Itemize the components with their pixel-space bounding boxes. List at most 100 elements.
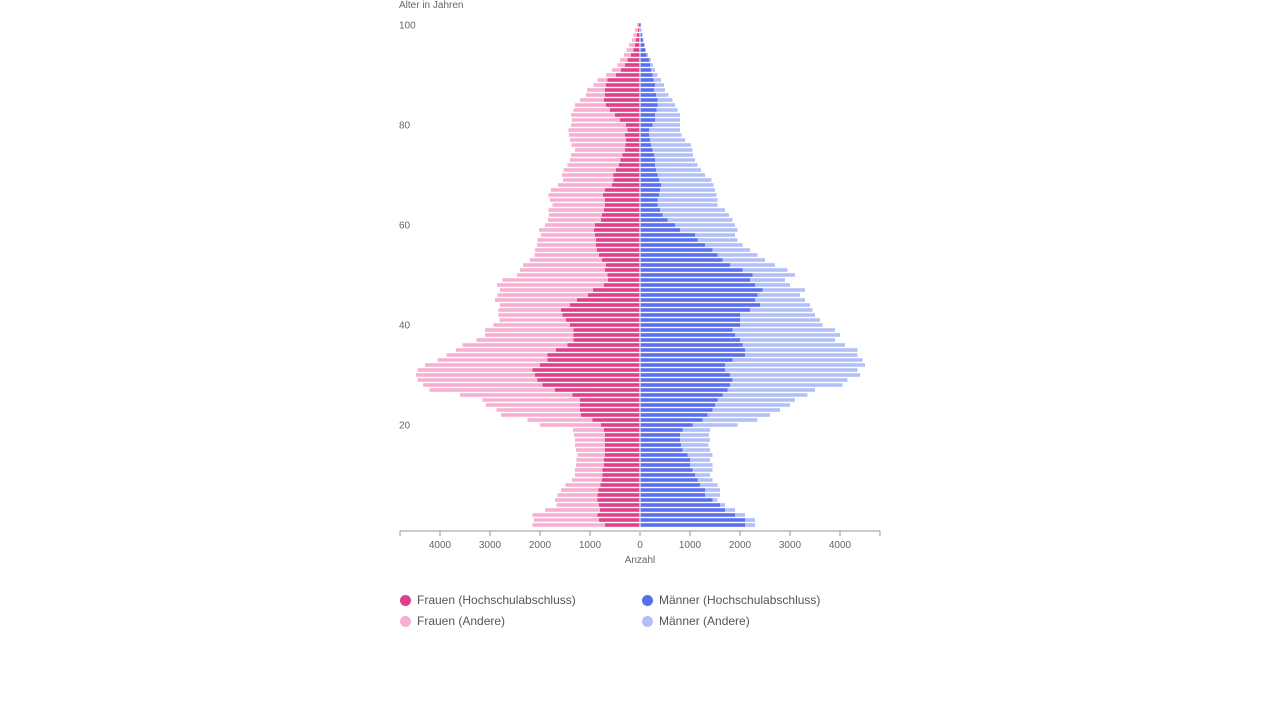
bar-maenner-andere[interactable] <box>680 438 710 442</box>
bar-maenner-andere[interactable] <box>650 138 685 142</box>
bar-maenner-hochschul[interactable] <box>640 88 654 92</box>
bar-maenner-andere[interactable] <box>750 278 785 282</box>
bar-frauen-andere[interactable] <box>626 48 634 52</box>
bar-maenner-andere[interactable] <box>695 233 735 237</box>
bar-maenner-hochschul[interactable] <box>640 378 733 382</box>
bar-frauen-andere[interactable] <box>565 483 601 487</box>
bar-frauen-hochschul[interactable] <box>547 353 641 357</box>
bar-maenner-hochschul[interactable] <box>640 93 656 97</box>
bar-maenner-hochschul[interactable] <box>640 48 645 52</box>
bar-maenner-hochschul[interactable] <box>640 398 718 402</box>
bar-maenner-andere[interactable] <box>654 153 693 157</box>
bar-frauen-hochschul[interactable] <box>580 403 640 407</box>
bar-frauen-hochschul[interactable] <box>600 483 641 487</box>
bar-maenner-hochschul[interactable] <box>640 73 653 77</box>
bar-maenner-hochschul[interactable] <box>640 183 661 187</box>
bar-maenner-hochschul[interactable] <box>640 33 642 37</box>
bar-maenner-andere[interactable] <box>695 473 710 477</box>
bar-frauen-hochschul[interactable] <box>625 148 640 152</box>
bar-maenner-andere[interactable] <box>650 63 653 67</box>
bar-maenner-hochschul[interactable] <box>640 333 735 337</box>
bar-maenner-hochschul[interactable] <box>640 393 723 397</box>
bar-frauen-hochschul[interactable] <box>612 183 640 187</box>
bar-maenner-andere[interactable] <box>750 308 813 312</box>
bar-frauen-andere[interactable] <box>575 473 603 477</box>
bar-frauen-andere[interactable] <box>561 488 599 492</box>
bar-maenner-hochschul[interactable] <box>640 148 653 152</box>
bar-frauen-hochschul[interactable] <box>598 488 641 492</box>
bar-maenner-andere[interactable] <box>655 83 664 87</box>
bar-maenner-andere[interactable] <box>745 523 755 527</box>
bar-frauen-hochschul[interactable] <box>535 373 640 377</box>
bar-frauen-andere[interactable] <box>572 118 620 122</box>
bar-maenner-andere[interactable] <box>722 258 766 262</box>
bar-maenner-hochschul[interactable] <box>640 433 680 437</box>
bar-frauen-andere[interactable] <box>485 333 574 337</box>
bar-frauen-andere[interactable] <box>498 308 562 312</box>
bar-maenner-hochschul[interactable] <box>640 503 720 507</box>
bar-maenner-andere[interactable] <box>712 248 751 252</box>
bar-maenner-hochschul[interactable] <box>640 223 675 227</box>
bar-frauen-andere[interactable] <box>574 433 605 437</box>
bar-frauen-hochschul[interactable] <box>601 218 640 222</box>
bar-maenner-andere[interactable] <box>732 328 836 332</box>
bar-frauen-hochschul[interactable] <box>625 133 640 137</box>
bar-maenner-andere[interactable] <box>725 508 735 512</box>
bar-frauen-hochschul[interactable] <box>595 223 640 227</box>
bar-frauen-hochschul[interactable] <box>610 108 640 112</box>
bar-maenner-hochschul[interactable] <box>640 118 655 122</box>
bar-maenner-andere[interactable] <box>730 263 775 267</box>
bar-frauen-andere[interactable] <box>580 98 604 102</box>
bar-frauen-andere[interactable] <box>606 73 616 77</box>
bar-frauen-andere[interactable] <box>597 78 608 82</box>
bar-maenner-andere[interactable] <box>662 213 730 217</box>
bar-maenner-andere[interactable] <box>730 383 843 387</box>
legend-item-maenner-andere[interactable]: Männer (Andere) <box>642 613 880 629</box>
bar-maenner-andere[interactable] <box>644 43 645 47</box>
bar-maenner-hochschul[interactable] <box>640 128 649 132</box>
bar-maenner-andere[interactable] <box>752 273 796 277</box>
bar-frauen-andere[interactable] <box>575 103 606 107</box>
bar-maenner-andere[interactable] <box>745 518 755 522</box>
bar-maenner-andere[interactable] <box>649 128 680 132</box>
bar-maenner-hochschul[interactable] <box>640 373 730 377</box>
bar-maenner-andere[interactable] <box>725 363 865 367</box>
bar-maenner-hochschul[interactable] <box>640 53 647 57</box>
bar-maenner-hochschul[interactable] <box>640 293 758 297</box>
bar-frauen-hochschul[interactable] <box>604 208 640 212</box>
bar-frauen-andere[interactable] <box>534 518 599 522</box>
bar-frauen-andere[interactable] <box>498 313 563 317</box>
bar-maenner-andere[interactable] <box>740 313 815 317</box>
bar-frauen-andere[interactable] <box>417 368 533 372</box>
bar-maenner-andere[interactable] <box>651 68 655 72</box>
bar-frauen-andere[interactable] <box>437 358 548 362</box>
bar-frauen-hochschul[interactable] <box>626 138 640 142</box>
bar-frauen-andere[interactable] <box>496 408 581 412</box>
bar-frauen-andere[interactable] <box>535 248 597 252</box>
bar-maenner-hochschul[interactable] <box>640 363 725 367</box>
bar-frauen-hochschul[interactable] <box>613 173 641 177</box>
bar-maenner-andere[interactable] <box>755 283 790 287</box>
bar-frauen-andere[interactable] <box>500 303 570 307</box>
bar-maenner-andere[interactable] <box>657 198 718 202</box>
bar-frauen-hochschul[interactable] <box>605 268 640 272</box>
bar-frauen-hochschul[interactable] <box>532 368 641 372</box>
bar-maenner-hochschul[interactable] <box>640 203 658 207</box>
bar-maenner-hochschul[interactable] <box>640 258 723 262</box>
bar-maenner-andere[interactable] <box>652 148 693 152</box>
bar-frauen-andere[interactable] <box>571 153 623 157</box>
bar-maenner-hochschul[interactable] <box>640 238 698 242</box>
bar-maenner-andere[interactable] <box>687 453 713 457</box>
bar-frauen-andere[interactable] <box>571 123 626 127</box>
bar-frauen-hochschul[interactable] <box>638 28 640 32</box>
bar-maenner-andere[interactable] <box>649 133 682 137</box>
bar-frauen-andere[interactable] <box>517 273 608 277</box>
bar-maenner-hochschul[interactable] <box>640 523 745 527</box>
bar-frauen-hochschul[interactable] <box>592 418 641 422</box>
bar-frauen-hochschul[interactable] <box>570 323 640 327</box>
bar-maenner-hochschul[interactable] <box>640 328 733 332</box>
bar-maenner-hochschul[interactable] <box>640 418 703 422</box>
bar-maenner-andere[interactable] <box>745 353 858 357</box>
bar-maenner-andere[interactable] <box>722 393 808 397</box>
bar-frauen-andere[interactable] <box>617 63 626 67</box>
